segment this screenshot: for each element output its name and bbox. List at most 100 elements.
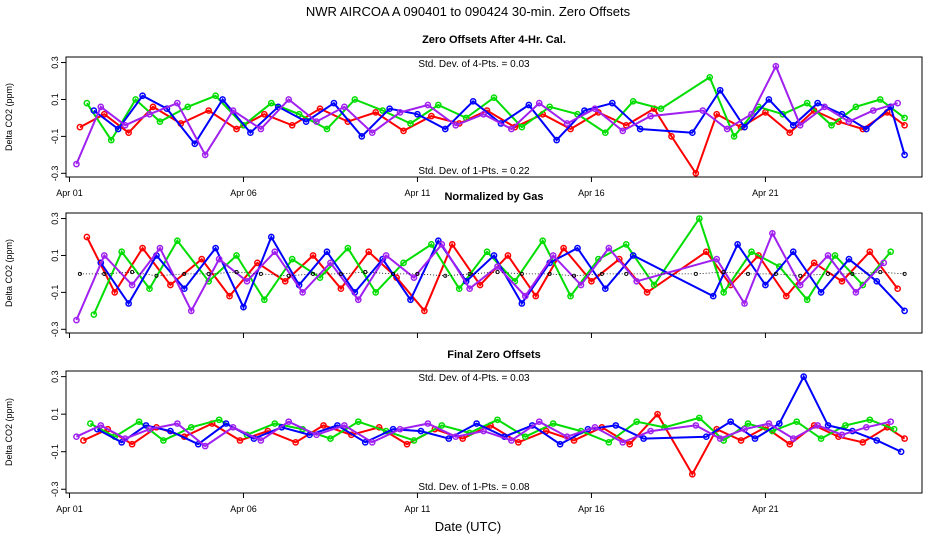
data-point-blue xyxy=(90,107,98,114)
data-point-purple xyxy=(201,442,209,450)
data-point-purple xyxy=(692,422,700,429)
data-point-red xyxy=(372,109,380,116)
data-point-green xyxy=(271,420,279,427)
figure-title: NWR AIRCOA A 090401 to 090424 30-min. Ze… xyxy=(306,4,631,19)
data-point-purple xyxy=(396,109,404,116)
data-point-red xyxy=(688,470,696,478)
data-point-black xyxy=(443,273,448,278)
data-point-purple xyxy=(591,105,599,113)
data-point-green xyxy=(605,438,613,446)
data-point-red xyxy=(205,107,213,114)
y-tick-label: -0.3 xyxy=(50,166,60,182)
data-point-purple xyxy=(146,110,153,118)
data-point-blue xyxy=(386,105,393,113)
data-point-green xyxy=(490,94,498,101)
data-point-red xyxy=(859,438,867,446)
data-point-red xyxy=(448,241,456,248)
data-point-red xyxy=(532,292,540,300)
data-point-green xyxy=(890,425,898,433)
data-point-green xyxy=(803,296,811,304)
data-point-purple xyxy=(741,425,748,433)
data-point-red xyxy=(320,422,327,429)
data-point-purple xyxy=(341,103,348,111)
data-point-red xyxy=(365,248,373,256)
data-point-purple xyxy=(838,431,846,439)
data-point-black xyxy=(624,271,629,276)
data-point-blue xyxy=(114,125,122,133)
data-point-red xyxy=(737,437,745,444)
data-point-green xyxy=(706,73,714,81)
data-point-black xyxy=(286,273,291,278)
data-point-green xyxy=(518,123,526,131)
data-point-green xyxy=(428,241,435,248)
data-point-green xyxy=(695,414,703,422)
data-point-green xyxy=(90,311,98,318)
data-point-purple xyxy=(257,437,265,444)
data-point-purple xyxy=(789,435,797,442)
data-point-purple xyxy=(521,292,529,300)
x-tick-label: Apr 11 xyxy=(405,188,431,198)
data-point-black xyxy=(519,271,524,276)
data-point-purple xyxy=(396,425,404,433)
data-point-blue xyxy=(789,248,797,256)
data-point-blue xyxy=(814,99,821,107)
data-point-green xyxy=(135,418,143,426)
data-point-purple xyxy=(327,259,334,267)
data-point-blue xyxy=(490,252,498,259)
data-point-black xyxy=(745,271,751,276)
data-point-red xyxy=(104,425,112,433)
data-point-purple xyxy=(271,248,279,256)
data-point-purple xyxy=(128,281,136,289)
data-point-blue xyxy=(191,140,199,148)
data-point-green xyxy=(831,252,839,259)
data-point-purple xyxy=(73,160,80,168)
annotation-1pt-std: Std. Dev. of 1-Pts. = 0.08 xyxy=(418,482,530,493)
data-point-green xyxy=(483,248,491,256)
data-point-blue xyxy=(901,307,908,315)
x-tick-label: Apr 21 xyxy=(752,188,779,198)
series-line-purple xyxy=(75,420,891,448)
data-point-red xyxy=(288,121,296,129)
plot-area xyxy=(73,62,908,177)
data-point-blue xyxy=(817,289,825,296)
data-point-purple xyxy=(156,244,164,252)
data-point-green xyxy=(184,103,192,111)
y-tick-label: 0.3 xyxy=(50,56,60,69)
annotation-4pt-std: Std. Dev. of 4-Pts. = 0.03 xyxy=(418,373,530,384)
data-point-purple xyxy=(647,112,654,120)
data-point-blue xyxy=(845,255,853,263)
data-point-green xyxy=(650,281,658,289)
data-point-purple xyxy=(466,285,473,293)
panel-title: Zero Offsets After 4-Hr. Cal. xyxy=(422,34,566,46)
data-point-purple xyxy=(187,307,195,315)
data-point-purple xyxy=(748,110,755,118)
data-point-red xyxy=(125,129,132,137)
y-axis-label: Delta CO2 (ppm) xyxy=(4,398,14,466)
data-point-purple xyxy=(845,118,853,125)
data-point-purple xyxy=(824,252,832,259)
data-point-red xyxy=(755,252,762,259)
data-point-purple xyxy=(121,121,129,129)
data-point-red xyxy=(654,410,661,418)
data-point-purple xyxy=(862,423,870,431)
data-point-red xyxy=(504,252,512,259)
data-point-blue xyxy=(240,303,247,311)
data-point-purple xyxy=(887,418,895,426)
plot-area xyxy=(73,215,908,324)
data-point-red xyxy=(260,110,268,118)
data-point-purple xyxy=(173,420,181,427)
series-blue xyxy=(93,373,905,456)
data-point-purple xyxy=(699,107,707,114)
data-point-black xyxy=(547,271,552,276)
x-tick-label: Apr 06 xyxy=(230,504,257,514)
data-point-black xyxy=(878,270,883,275)
data-point-blue xyxy=(417,427,425,435)
data-point-black xyxy=(258,271,263,276)
y-tick-label: 0.3 xyxy=(50,370,60,383)
data-point-blue xyxy=(765,96,773,103)
annotation-1pt-std: Std. Dev. of 1-Pts. = 0.22 xyxy=(418,166,530,177)
data-point-black xyxy=(206,271,211,276)
plot-frame xyxy=(65,212,923,334)
data-point-green xyxy=(354,418,362,426)
series-line-purple xyxy=(75,63,898,165)
